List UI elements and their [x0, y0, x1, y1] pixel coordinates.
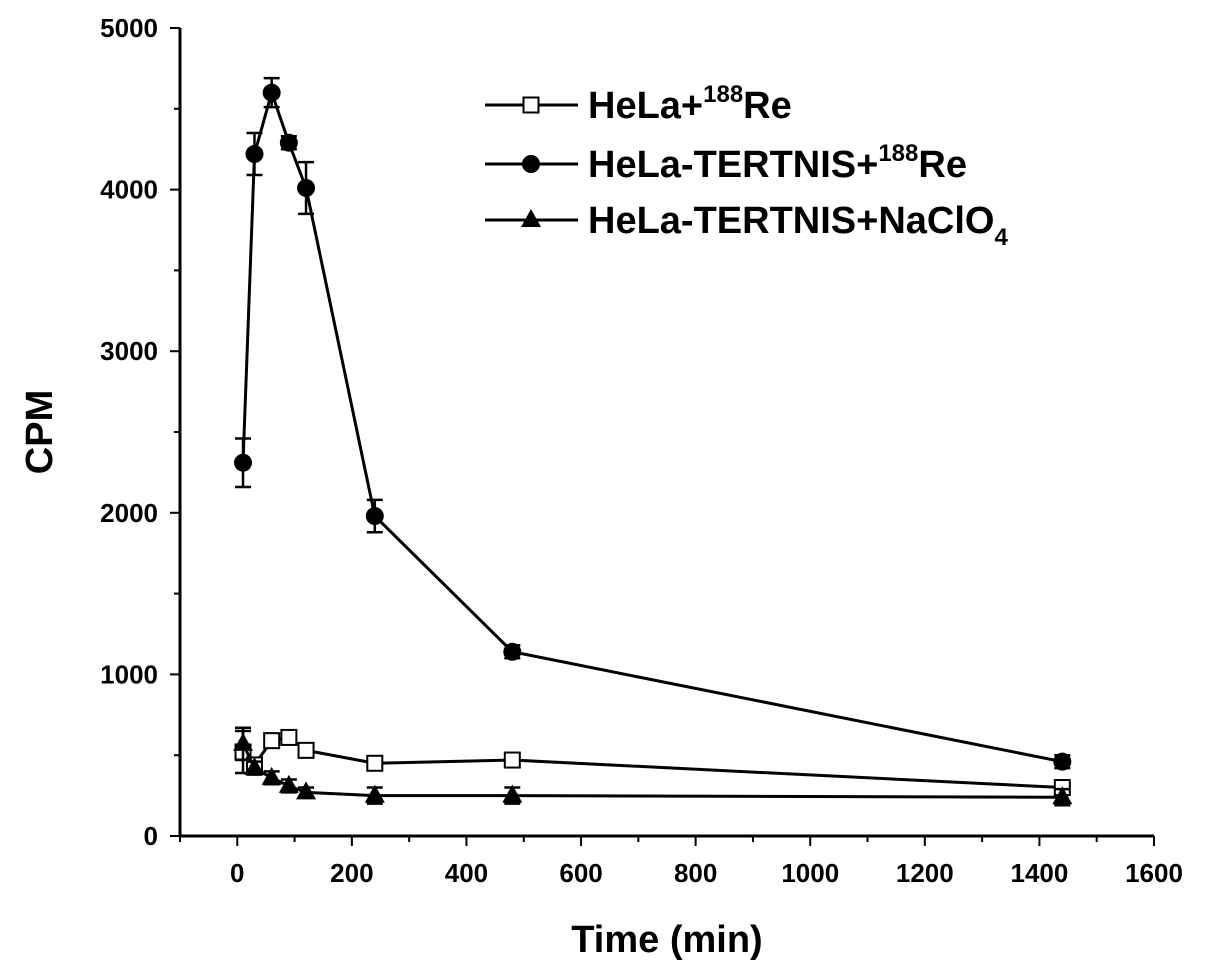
legend-marker	[521, 209, 541, 227]
data-point	[263, 732, 281, 750]
legend-label-text: HeLa-TERTNIS+NaClO	[588, 200, 994, 242]
data-point	[502, 784, 523, 803]
x-tick-label: 0	[230, 858, 244, 888]
y-tick-label: 2000	[100, 498, 158, 528]
x-tick-label: 1400	[1010, 858, 1068, 888]
data-point	[297, 178, 316, 197]
legend-item-hela-tertnis-188re: HeLa-TERTNIS+188Re	[485, 140, 967, 186]
data-point	[233, 732, 254, 751]
data-point	[245, 145, 264, 164]
y-tick-label: 1000	[100, 659, 158, 689]
y-tick-label: 4000	[100, 175, 158, 205]
series-line-hela-tertnis-188re	[241, 91, 1063, 764]
legend: HeLa+188ReHeLa-TERTNIS+188ReHeLa-TERTNIS…	[485, 81, 1008, 251]
series-line-hela-188re	[241, 735, 1063, 790]
legend-item-hela-tertnis-naclo4: HeLa-TERTNIS+NaClO4	[485, 200, 1008, 251]
data-point	[1052, 786, 1073, 805]
data-point	[279, 133, 298, 152]
y-tick-label: 0	[144, 821, 158, 851]
data-point	[297, 741, 315, 759]
legend-marker	[522, 155, 540, 173]
data-point	[366, 754, 384, 772]
data-series	[233, 76, 1073, 807]
series-hela-tertnis-naclo4	[233, 726, 1073, 807]
legend-label: HeLa+188Re	[588, 81, 792, 127]
x-tick-label: 1200	[896, 858, 954, 888]
legend-label-superscript: 188	[878, 140, 918, 167]
x-tick-label: 800	[674, 858, 717, 888]
x-tick-label: 200	[330, 858, 373, 888]
x-tick-label: 600	[559, 858, 602, 888]
data-point	[261, 766, 282, 785]
legend-label-text: Re	[743, 85, 792, 127]
legend-marker	[522, 96, 540, 114]
data-point	[234, 453, 253, 472]
legend-label-superscript: 188	[703, 81, 743, 108]
x-tick-label: 400	[445, 858, 488, 888]
data-point	[503, 642, 522, 661]
legend-label: HeLa-TERTNIS+NaClO4	[588, 200, 1008, 251]
data-point	[364, 784, 385, 803]
legend-label-text: HeLa-TERTNIS+	[588, 144, 878, 186]
data-point	[280, 728, 298, 746]
data-point	[1053, 752, 1072, 771]
legend-item-hela-188re: HeLa+188Re	[485, 81, 792, 127]
data-point	[262, 83, 281, 102]
data-point	[296, 781, 317, 800]
data-point	[503, 751, 521, 769]
data-point	[365, 507, 384, 526]
x-axis-title: Time (min)	[571, 919, 762, 961]
data-point	[278, 774, 299, 793]
series-hela-tertnis-188re	[234, 76, 1072, 771]
data-point	[244, 757, 265, 776]
x-tick-label: 1000	[781, 858, 839, 888]
axis-ticks: 0 200 400 600 800 1000 1200 1400 1600 0 1000 2000 30…	[100, 13, 1183, 888]
y-axis-title: CPM	[19, 390, 61, 474]
series-line-hela-tertnis-naclo4	[241, 743, 1063, 799]
y-tick-label: 5000	[100, 13, 158, 43]
x-tick-label: 1600	[1125, 858, 1183, 888]
legend-label-subscript: 4	[994, 224, 1008, 251]
y-tick-label: 3000	[100, 336, 158, 366]
legend-label: HeLa-TERTNIS+188Re	[588, 140, 967, 186]
legend-label-text: HeLa+	[588, 85, 703, 127]
legend-label-text: Re	[918, 144, 967, 186]
